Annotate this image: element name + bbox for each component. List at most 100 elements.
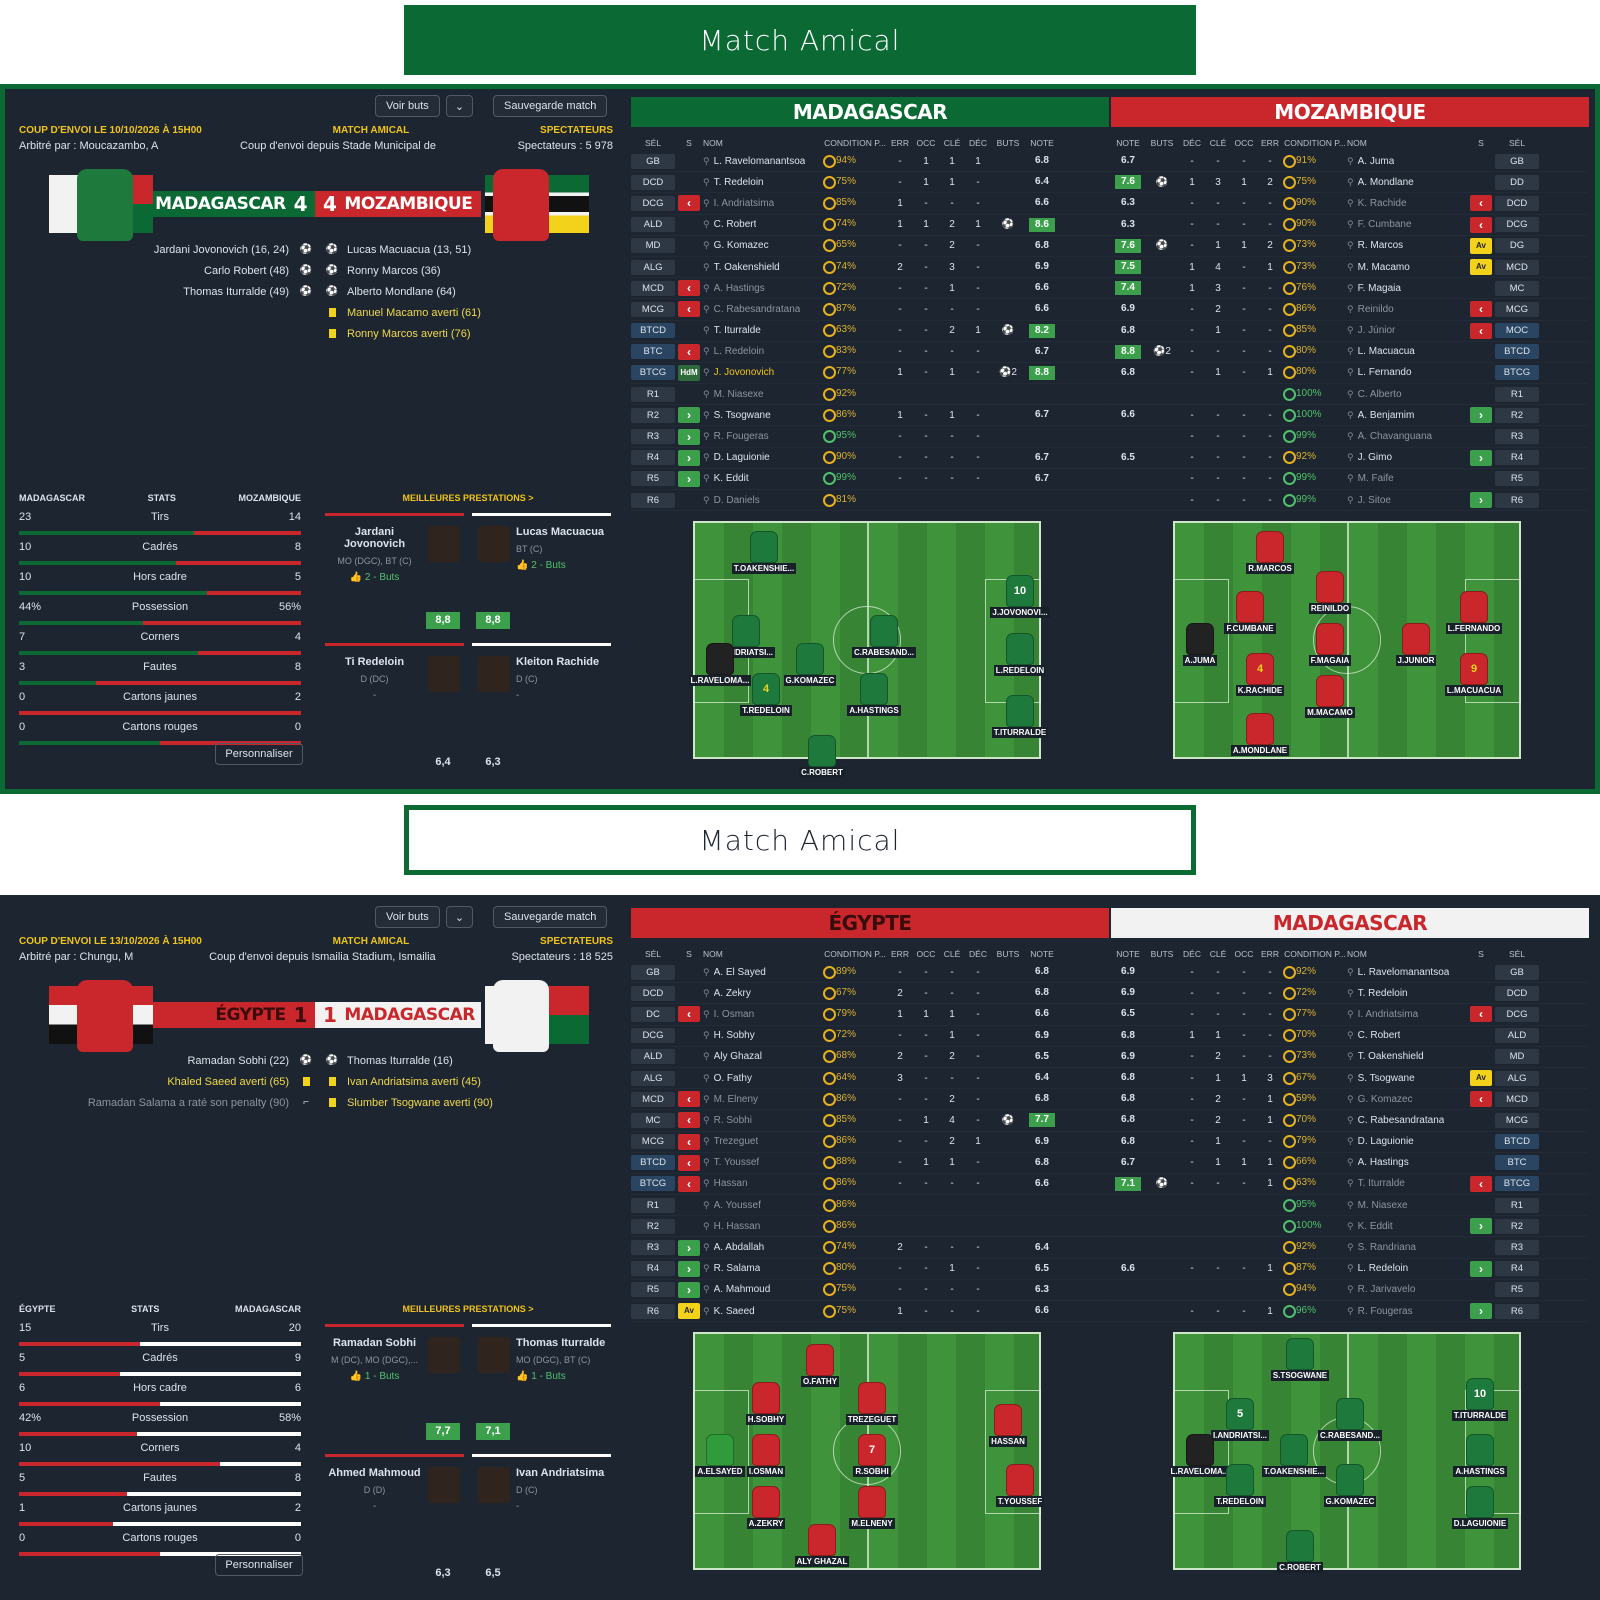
- substitute-in-icon[interactable]: ›: [678, 407, 700, 424]
- formation-player[interactable]: 10 J.JOVONOVI...: [985, 575, 1055, 618]
- table-row[interactable]: 6.6 - - - 1 87% ⚲ L. Redeloin › R4: [1111, 1259, 1589, 1280]
- player-name[interactable]: F. Magaia: [1357, 282, 1401, 294]
- table-row[interactable]: 7.6 ⚽ - 1 1 2 73% ⚲ R. Marcos Av DG: [1111, 236, 1589, 257]
- formation-player[interactable]: F.CUMBANE: [1215, 591, 1285, 634]
- player-name[interactable]: M. Elneny: [713, 1093, 759, 1105]
- position-badge[interactable]: GB: [631, 153, 675, 169]
- player-name[interactable]: M. Macamo: [1357, 261, 1410, 273]
- player-name[interactable]: D. Laguionie: [713, 452, 770, 464]
- player-name[interactable]: S. Randriana: [1357, 1242, 1416, 1254]
- position-badge[interactable]: MCG: [1495, 301, 1539, 317]
- position-badge[interactable]: BTCG: [1495, 365, 1539, 381]
- formation-player[interactable]: HASSAN: [973, 1404, 1043, 1447]
- position-badge[interactable]: MD: [1495, 1049, 1539, 1065]
- formation-player[interactable]: REINILDO: [1295, 571, 1365, 614]
- substitute-out-icon[interactable]: ‹: [678, 301, 700, 318]
- table-row[interactable]: 6.8 - 1 - - 85% ⚲ J. Júnior ‹ MOC: [1111, 321, 1589, 342]
- position-badge[interactable]: MC: [631, 1112, 675, 1128]
- player-name[interactable]: L. Fernando: [1357, 367, 1412, 379]
- player-name[interactable]: A. El Sayed: [713, 966, 766, 978]
- table-row[interactable]: 6.7 - 1 1 1 66% ⚲ A. Hastings BTC: [1111, 1153, 1589, 1174]
- player-name[interactable]: I. Osman: [713, 1008, 755, 1020]
- column-header[interactable]: SÉL: [644, 138, 662, 148]
- column-header[interactable]: S: [1478, 949, 1484, 959]
- formation-player[interactable]: O.FATHY: [785, 1344, 855, 1387]
- player-name[interactable]: S. Tsogwane: [713, 409, 771, 421]
- column-header[interactable]: NOM: [1347, 138, 1367, 148]
- formation-player[interactable]: G.KOMAZEC: [775, 643, 845, 686]
- column-header[interactable]: S: [686, 949, 692, 959]
- formation-player[interactable]: H.SOBHY: [731, 1382, 801, 1425]
- position-badge[interactable]: R1: [631, 386, 675, 402]
- view-goals-button[interactable]: Voir buts: [375, 95, 440, 117]
- formation-player[interactable]: T.OAKENSHIE...: [729, 531, 799, 574]
- column-header[interactable]: OCC: [916, 949, 936, 959]
- player-name[interactable]: T. Redeloin: [1357, 987, 1408, 999]
- table-row[interactable]: 6.9 - 2 - - 73% ⚲ T. Oakenshield MD: [1111, 1047, 1589, 1068]
- position-badge[interactable]: ALG: [1495, 1070, 1539, 1086]
- position-badge[interactable]: R3: [631, 1240, 675, 1256]
- substitute-out-icon[interactable]: ‹: [678, 1175, 700, 1192]
- table-row[interactable]: R4 › ⚲ D. Laguionie 90% - - - - 6.7: [631, 448, 1109, 469]
- formation-player[interactable]: M.MACAMO: [1295, 675, 1365, 718]
- table-row[interactable]: GB ⚲ A. El Sayed 89% - - - - 6.8: [631, 962, 1109, 984]
- substitute-out-icon[interactable]: ‹: [1470, 195, 1492, 212]
- column-header[interactable]: NOM: [703, 138, 723, 148]
- player-card[interactable]: Jardani Jovonovich MO (DGC), BT (C) 👍 2 - …: [325, 513, 464, 633]
- position-badge[interactable]: ALD: [631, 1049, 675, 1065]
- column-header[interactable]: DÉC: [1183, 138, 1201, 148]
- player-name[interactable]: J. Jovonovich: [713, 367, 775, 379]
- column-header[interactable]: S: [686, 138, 692, 148]
- formation-player[interactable]: G.KOMAZEC: [1315, 1464, 1385, 1507]
- table-row[interactable]: GB ⚲ L. Ravelomanantsoa 94% - 1 1 1 6.8: [631, 151, 1109, 173]
- position-badge[interactable]: DCD: [631, 985, 675, 1001]
- substitute-in-icon[interactable]: ›: [1470, 449, 1492, 466]
- column-header[interactable]: CLÉ: [1209, 949, 1227, 959]
- substitute-out-icon[interactable]: ‹: [1470, 301, 1492, 318]
- formation-player[interactable]: C.RABESAND...: [849, 615, 919, 658]
- table-row[interactable]: 6.5 - - - - 77% ⚲ I. Andriatsima ‹ DCG: [1111, 1004, 1589, 1026]
- player-name[interactable]: H. Hassan: [713, 1220, 761, 1232]
- table-row[interactable]: - - - - 99% ⚲ Á. Chavanguana R3: [1111, 426, 1589, 448]
- position-badge[interactable]: DCG: [631, 195, 675, 211]
- player-card[interactable]: Kleiton Rachide D (C) - 6,3: [472, 643, 611, 768]
- position-badge[interactable]: R1: [631, 1197, 675, 1213]
- player-name[interactable]: G. Komazec: [1357, 1093, 1413, 1105]
- player-name[interactable]: J. Sitoe: [1357, 494, 1391, 506]
- position-badge[interactable]: GB: [631, 964, 675, 980]
- substitute-out-icon[interactable]: ‹: [1470, 322, 1492, 339]
- table-row[interactable]: ALD ⚲ Aly Ghazal 68% 2 - 2 - 6.5: [631, 1047, 1109, 1068]
- position-badge[interactable]: DCD: [1495, 195, 1539, 211]
- position-badge[interactable]: R6: [631, 492, 675, 508]
- table-row[interactable]: R3 › ⚲ A. Abdallah 74% 2 - - - 6.4: [631, 1237, 1109, 1259]
- table-row[interactable]: 100% ⚲ K. Eddit › R2: [1111, 1216, 1589, 1238]
- table-row[interactable]: - - - - 99% ⚲ J. Sitoe › R6: [1111, 490, 1589, 512]
- table-row[interactable]: BTC ‹ ⚲ L. Redeloin 83% - - - - 6.7: [631, 342, 1109, 363]
- position-badge[interactable]: R1: [1495, 1197, 1539, 1213]
- position-badge[interactable]: BTCD: [631, 1155, 675, 1171]
- player-name[interactable]: C. Robert: [1357, 1030, 1401, 1042]
- position-badge[interactable]: DC: [631, 1006, 675, 1022]
- position-badge[interactable]: DCG: [1495, 1006, 1539, 1022]
- table-row[interactable]: MCD ‹ ⚲ M. Elneny 86% - - 2 - 6.8: [631, 1089, 1109, 1111]
- table-row[interactable]: 6.8 - 2 - 1 70% ⚲ C. Rabesandratana MCG: [1111, 1110, 1589, 1132]
- best-performances-title[interactable]: MEILLEURES PRESTATIONS >: [402, 493, 534, 503]
- table-row[interactable]: MCD ‹ ⚲ A. Hastings 72% - - 1 - 6.6: [631, 278, 1109, 300]
- position-badge[interactable]: MOC: [1495, 323, 1539, 339]
- position-badge[interactable]: GB: [1495, 964, 1539, 980]
- column-header[interactable]: NOM: [1347, 949, 1367, 959]
- column-header[interactable]: BUTS: [1150, 138, 1174, 148]
- player-name[interactable]: A. Mondlane: [1357, 176, 1414, 188]
- column-header[interactable]: NOTE: [1030, 949, 1054, 959]
- table-row[interactable]: 6.8 - 1 - - 79% ⚲ D. Laguionie BTCD: [1111, 1132, 1589, 1153]
- table-row[interactable]: 92% ⚲ S. Randriana R3: [1111, 1237, 1589, 1259]
- formation-player[interactable]: A.ELSAYED: [685, 1434, 755, 1477]
- customize-button[interactable]: Personnaliser: [215, 1554, 303, 1576]
- column-header[interactable]: ERR: [1261, 138, 1279, 148]
- table-row[interactable]: MCG ‹ ⚲ Trezeguet 86% - - 2 1 6.9: [631, 1132, 1109, 1153]
- table-row[interactable]: R3 › ⚲ R. Fougeras 95% - - - -: [631, 426, 1109, 448]
- formation-player[interactable]: J.JUNIOR: [1381, 623, 1451, 666]
- column-header[interactable]: CONDITION P...: [1284, 949, 1346, 959]
- formation-player[interactable]: L.RAVELOMA...: [1165, 1434, 1235, 1477]
- position-badge[interactable]: R6: [1495, 492, 1539, 508]
